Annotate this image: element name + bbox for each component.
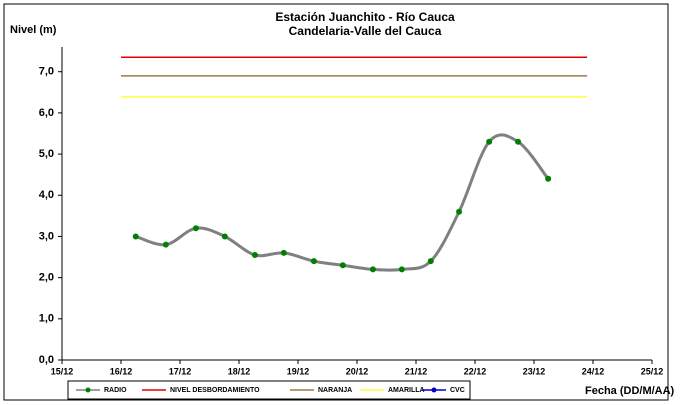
data-point bbox=[221, 233, 228, 240]
y-tick-label: 4,0 bbox=[39, 189, 54, 201]
chart-subtitle: Candelaria-Valle del Cauca bbox=[289, 24, 442, 38]
data-point bbox=[310, 258, 317, 265]
legend-label: NARANJA bbox=[318, 387, 352, 394]
chart-frame bbox=[3, 3, 669, 401]
legend-label: AMARILLA bbox=[388, 387, 425, 394]
data-point bbox=[515, 138, 522, 145]
data-point bbox=[339, 262, 346, 269]
x-tick-label: 21/12 bbox=[405, 366, 428, 376]
data-point bbox=[192, 225, 199, 232]
chart-title: Estación Juanchito - Río Cauca bbox=[275, 10, 455, 24]
data-point bbox=[369, 266, 376, 273]
x-tick-label: 25/12 bbox=[641, 366, 664, 376]
y-tick-label: 3,0 bbox=[39, 230, 54, 242]
data-point bbox=[162, 241, 169, 248]
x-tick-label: 17/12 bbox=[169, 366, 192, 376]
legend-marker bbox=[85, 387, 91, 393]
x-tick-label: 15/12 bbox=[51, 366, 74, 376]
legend-marker bbox=[431, 387, 437, 393]
x-tick-label: 24/12 bbox=[582, 366, 605, 376]
legend-label: RADIO bbox=[104, 387, 127, 394]
y-tick-label: 1,0 bbox=[39, 313, 54, 325]
x-tick-label: 22/12 bbox=[464, 366, 487, 376]
x-tick-label: 19/12 bbox=[287, 366, 310, 376]
y-tick-label: 6,0 bbox=[39, 107, 54, 119]
data-point bbox=[456, 208, 463, 215]
y-tick-label: 0,0 bbox=[39, 354, 54, 366]
legend-label: NIVEL DESBORDAMIENTO bbox=[170, 387, 260, 394]
data-point bbox=[251, 251, 258, 258]
data-point bbox=[545, 175, 552, 182]
x-tick-label: 18/12 bbox=[228, 366, 251, 376]
x-tick-label: 23/12 bbox=[523, 366, 546, 376]
y-axis-label: Nivel (m) bbox=[10, 24, 57, 36]
data-point bbox=[398, 266, 405, 273]
data-point bbox=[427, 258, 434, 265]
y-tick-label: 5,0 bbox=[39, 148, 54, 160]
y-tick-label: 2,0 bbox=[39, 272, 54, 284]
series-line bbox=[135, 133, 550, 272]
legend-box bbox=[67, 380, 471, 400]
legend-label: CVC bbox=[450, 387, 465, 394]
data-point bbox=[132, 233, 139, 240]
x-tick-label: 20/12 bbox=[346, 366, 369, 376]
data-point bbox=[280, 249, 287, 256]
x-tick-label: 16/12 bbox=[110, 366, 133, 376]
data-point bbox=[486, 138, 493, 145]
x-axis-label: Fecha (DD/M/AA) bbox=[585, 385, 675, 397]
y-tick-label: 7,0 bbox=[39, 66, 54, 78]
